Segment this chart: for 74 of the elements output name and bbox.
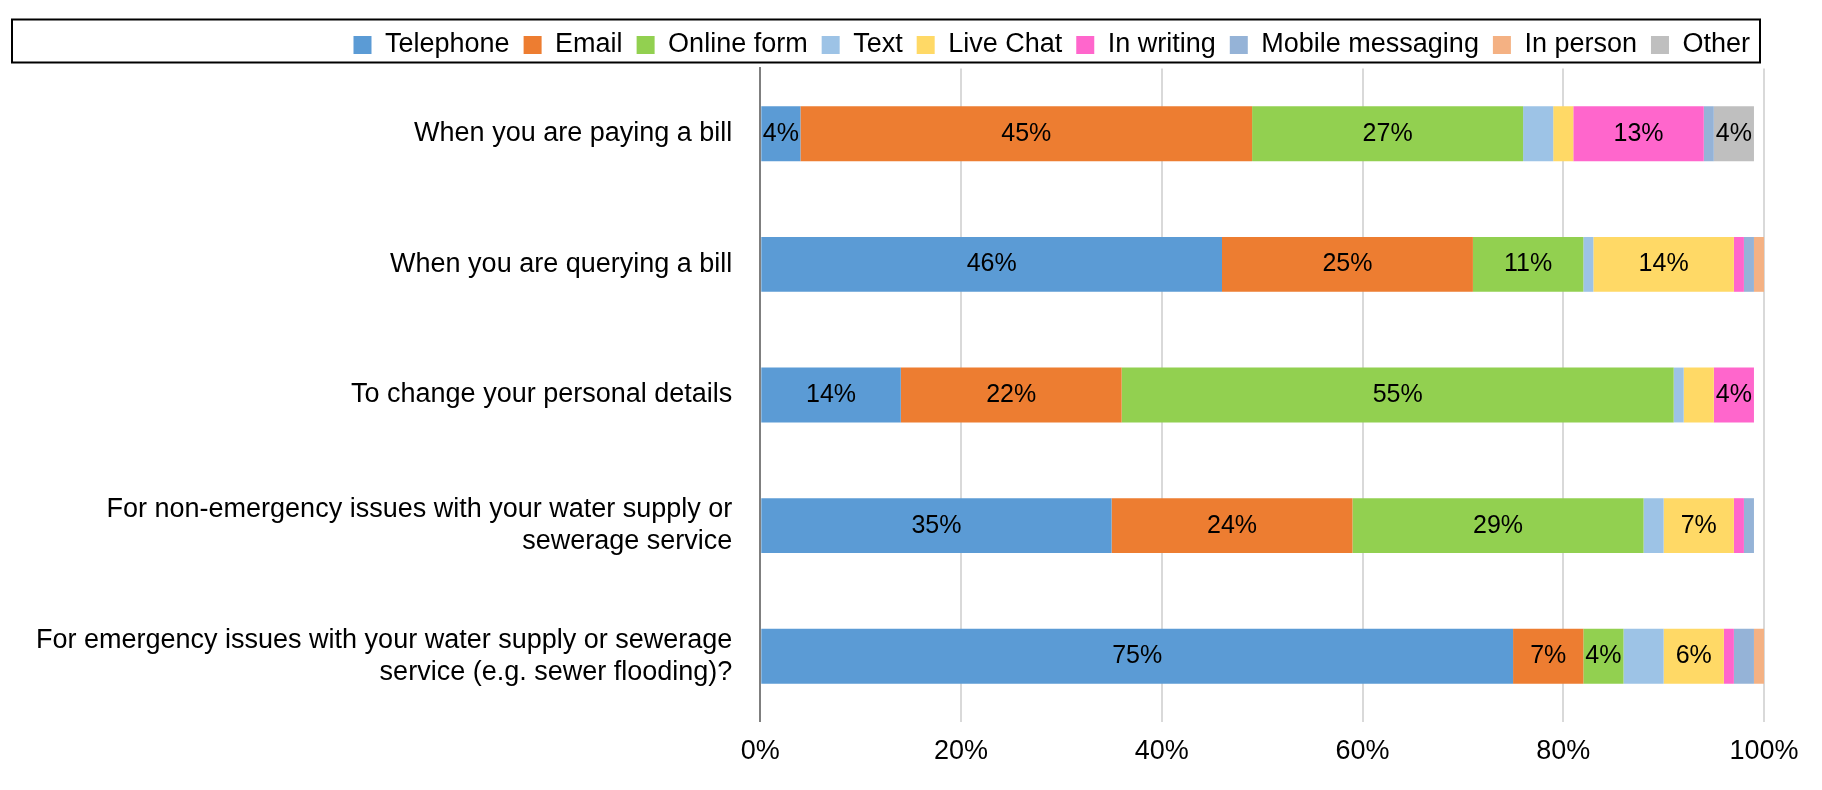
data-label: 27% — [1362, 117, 1413, 146]
data-label: 55% — [1372, 378, 1423, 407]
bar — [1121, 367, 1674, 423]
y-tick-label: When you are querying a bill — [390, 247, 733, 278]
bar — [1663, 498, 1734, 554]
legend-label: Live Chat — [948, 28, 1063, 59]
bar — [1583, 236, 1594, 292]
bar — [1111, 498, 1353, 554]
data-label: 35% — [911, 509, 962, 538]
bar — [1593, 236, 1734, 292]
data-label: 45% — [1001, 117, 1052, 146]
bar — [761, 628, 1514, 684]
data-label: 4% — [762, 117, 799, 146]
bar — [1733, 628, 1754, 684]
legend-label: Telephone — [385, 28, 510, 59]
bar — [1673, 367, 1684, 423]
data-label: 75% — [1112, 640, 1163, 669]
bar — [761, 236, 1222, 292]
data-label: 4% — [1715, 378, 1752, 407]
bar — [1573, 106, 1704, 162]
bar — [1723, 628, 1734, 684]
x-tick-label: 0% — [740, 735, 780, 766]
legend-label: In writing — [1107, 28, 1216, 59]
data-label: 4% — [1715, 117, 1752, 146]
data-label: 4% — [1585, 640, 1622, 669]
legend-label: Email — [555, 28, 623, 59]
bar — [1623, 628, 1664, 684]
bar — [1743, 498, 1754, 554]
bar — [1733, 236, 1744, 292]
bar — [1472, 236, 1584, 292]
data-label: 11% — [1504, 248, 1553, 277]
bar — [1683, 367, 1714, 423]
bar — [1643, 498, 1664, 554]
y-tick-label: To change your personal details — [351, 378, 733, 409]
bar — [1753, 236, 1764, 292]
y-tick-label: When you are paying a bill — [414, 117, 733, 148]
legend-label: Text — [853, 28, 904, 59]
data-label: 7% — [1530, 640, 1567, 669]
bar — [1252, 106, 1524, 162]
y-tick-label: For emergency issues with your water supply or sewerage service (e.g. sewer flooding)? — [35, 623, 733, 686]
bar — [1753, 628, 1764, 684]
legend-label: In person — [1524, 28, 1637, 59]
bar — [761, 498, 1112, 554]
legend-label: Online form — [668, 28, 808, 59]
x-tick-label: 60% — [1335, 735, 1390, 766]
bar — [800, 106, 1253, 162]
data-label: 22% — [986, 378, 1037, 407]
legend-label: Mobile messaging — [1261, 28, 1479, 59]
bar — [761, 367, 901, 423]
data-label: 14% — [806, 378, 857, 407]
bar — [1703, 106, 1714, 162]
x-tick-label: 80% — [1536, 735, 1591, 766]
y-tick-label: For non-emergency issues with your water supply or sewerage service — [106, 492, 733, 556]
bar — [1553, 106, 1574, 162]
data-label: 6% — [1675, 640, 1712, 669]
x-tick-label: 40% — [1134, 735, 1189, 766]
x-tick-label: 20% — [934, 735, 989, 766]
data-label: 46% — [966, 248, 1017, 277]
data-label: 25% — [1322, 248, 1373, 277]
bar — [1663, 628, 1724, 684]
data-label: 7% — [1680, 509, 1717, 538]
x-tick-label: 100% — [1729, 735, 1799, 766]
data-label: 14% — [1638, 248, 1689, 277]
legend-label: Other — [1682, 28, 1751, 59]
bar — [900, 367, 1122, 423]
data-label: 29% — [1472, 509, 1524, 538]
data-label: 13% — [1613, 117, 1664, 146]
data-label: 24% — [1207, 509, 1258, 538]
bar — [1743, 236, 1754, 292]
bar — [1733, 498, 1744, 554]
bar — [1513, 628, 1584, 684]
bar — [1352, 498, 1644, 554]
bar — [1222, 236, 1473, 292]
bar — [1523, 106, 1554, 162]
